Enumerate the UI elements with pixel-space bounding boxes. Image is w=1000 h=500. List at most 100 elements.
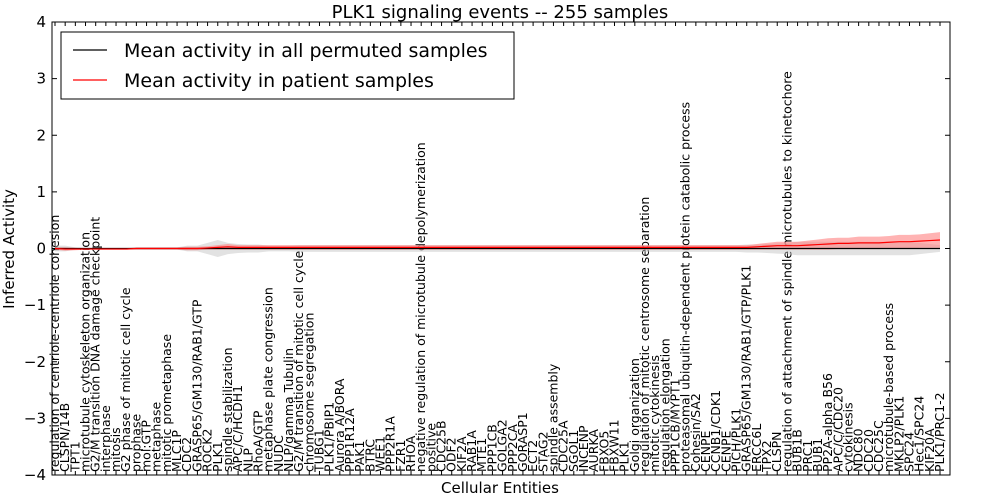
category-label: CDC25B bbox=[434, 420, 449, 472]
category-label: G2/M transition of mitotic cell cycle bbox=[291, 250, 306, 472]
band-patient bbox=[55, 232, 940, 251]
category-label: GORASP1 bbox=[515, 412, 530, 472]
category-label: metaphase plate congression bbox=[261, 287, 276, 472]
legend-box bbox=[60, 31, 515, 100]
category-label: mitosis bbox=[108, 427, 123, 472]
y-tick-label: −3 bbox=[24, 409, 46, 427]
y-tick-label: 1 bbox=[36, 183, 46, 201]
category-label: regulation of attachment of spindle micr… bbox=[779, 71, 794, 472]
category-label: ODF2 bbox=[444, 437, 459, 472]
category-label: ERCC6L bbox=[749, 424, 764, 472]
y-tick-label: −2 bbox=[24, 353, 46, 371]
category-label: CDC20 bbox=[861, 429, 876, 472]
category-label: regulation of centriole-centriole cohesi… bbox=[47, 215, 62, 472]
category-label: BUB1B bbox=[790, 429, 805, 472]
category-label: CDC2 bbox=[179, 437, 194, 472]
category-label: PLK1 bbox=[617, 441, 632, 472]
category-label: negative regulation of microtubule depol… bbox=[413, 142, 428, 472]
category-label: Hec1/SPC24 bbox=[912, 396, 927, 472]
category-label: FBXO5 bbox=[596, 431, 611, 472]
category-label: metaphase bbox=[149, 402, 164, 472]
category-label: MKLP2/PLK1 bbox=[891, 396, 906, 472]
category-label: FZR1 bbox=[393, 440, 408, 472]
plot-frame bbox=[51, 21, 951, 476]
category-label: microtubule-based process bbox=[881, 303, 896, 472]
category-label: MLC1P bbox=[169, 430, 184, 472]
category-label: SPC24 bbox=[901, 432, 916, 472]
legend-label-patient: Mean activity in patient samples bbox=[124, 70, 434, 92]
category-label: mitotic prometaphase bbox=[159, 334, 174, 472]
category-label: PPP1R12A bbox=[342, 408, 357, 472]
category-label: PLK1/PRC1-2 bbox=[932, 392, 947, 472]
category-label: regulation of mitotic centrosome separat… bbox=[637, 197, 652, 472]
category-label: AURKA bbox=[586, 429, 601, 472]
category-label: FBXW11 bbox=[606, 419, 621, 472]
category-label: PLK1/PBIP1 bbox=[322, 402, 337, 472]
y-tick-label: −1 bbox=[24, 296, 46, 314]
category-label: TPT1 bbox=[67, 441, 82, 473]
category-label: WEE1 bbox=[373, 436, 388, 472]
category-label: SGOL1 bbox=[566, 430, 581, 472]
category-label: INCENP bbox=[576, 425, 591, 472]
y-tick-label: 3 bbox=[36, 70, 46, 88]
category-label: CLSPN/14B bbox=[57, 403, 72, 472]
plot-area: −4 −3 −2 −1 0 1 2 3 4 regulation of centriole-cen… bbox=[24, 13, 950, 484]
category-label: chromosome segregation bbox=[301, 313, 316, 472]
category-label: GOLGA2 bbox=[495, 419, 510, 472]
category-label: TPX2 bbox=[759, 440, 774, 473]
category-label: GRASP65/GM130/RAB1/GTP/PLK1 bbox=[739, 265, 754, 472]
category-label: PICH/PLK1 bbox=[729, 408, 744, 472]
y-tick-label: 4 bbox=[36, 13, 46, 31]
series-line-patient bbox=[54, 239, 941, 250]
category-label: CDC25C bbox=[871, 420, 886, 472]
category-label: APC/C/CDC20 bbox=[830, 387, 845, 472]
category-label: PPP2CA bbox=[505, 424, 520, 472]
category-label: KIF2A bbox=[454, 436, 469, 472]
category-label: BTRC bbox=[362, 439, 377, 472]
y-tick-label: 0 bbox=[36, 240, 46, 258]
category-label: PP2A-alpha B56 bbox=[820, 373, 835, 472]
category-label: ECT2 bbox=[525, 440, 540, 472]
y-tick-label: 2 bbox=[36, 126, 46, 144]
category-label: TUBG1 bbox=[311, 429, 326, 473]
category-label: NLP bbox=[240, 448, 255, 472]
category-label: NDC80 bbox=[851, 428, 866, 472]
category-label: ROCK2 bbox=[200, 429, 215, 472]
category-label: NUDC bbox=[271, 435, 286, 472]
category-label: regulation elongation bbox=[657, 338, 672, 472]
category-label: CENPE bbox=[698, 430, 713, 472]
category-label: PPP2R1A bbox=[383, 416, 398, 472]
category-label: PLK1 bbox=[210, 441, 225, 472]
category-label: RAB1A bbox=[464, 430, 479, 472]
legend-label-permuted: Mean activity in all permuted samples bbox=[124, 40, 487, 62]
category-label: MTE1 bbox=[474, 438, 489, 472]
category-label: STAG2 bbox=[535, 431, 550, 472]
y-tick-label: −4 bbox=[24, 466, 46, 484]
category-label: NLP/gamma Tubulin bbox=[281, 348, 296, 472]
category-label: BUB1 bbox=[810, 438, 825, 472]
category-label: PRC1 bbox=[800, 440, 815, 472]
category-label: cytokinesis bbox=[840, 402, 855, 472]
category-label: Aurora A/BORA bbox=[332, 378, 347, 472]
category-label: positive bbox=[423, 423, 438, 472]
category-label: Cohesin/SA2 bbox=[688, 393, 703, 472]
category-label: APC/C/HCDH1 bbox=[230, 385, 245, 472]
category-label: KIF20A bbox=[922, 428, 937, 472]
category-label: interphase bbox=[98, 405, 113, 472]
category-label: RhoA/GTP bbox=[250, 410, 265, 472]
category-label: G2 phase of mitotic cell cycle bbox=[118, 287, 133, 472]
category-label: GRASP65/GM130/RAB1/GTP bbox=[189, 299, 204, 472]
category-label: CDC25A bbox=[556, 420, 571, 472]
chart-title: PLK1 signaling events -- 255 samples bbox=[332, 2, 669, 23]
category-label: spindle stabilization bbox=[220, 347, 235, 472]
category-label: Golgi organization bbox=[627, 358, 642, 472]
category-label: proteasomal ubiquitin-dependent protein … bbox=[678, 102, 693, 472]
category-label: spindle assembly bbox=[545, 363, 560, 472]
category-label: PAK1 bbox=[352, 441, 367, 472]
category-label: microtubule cytoskeleton organization bbox=[78, 232, 93, 472]
category-label: RHOA bbox=[403, 435, 418, 472]
category-label: CCNB1/CDK1 bbox=[708, 390, 723, 472]
category-label: prophase bbox=[128, 414, 143, 472]
category-label: CENPE bbox=[718, 430, 733, 472]
